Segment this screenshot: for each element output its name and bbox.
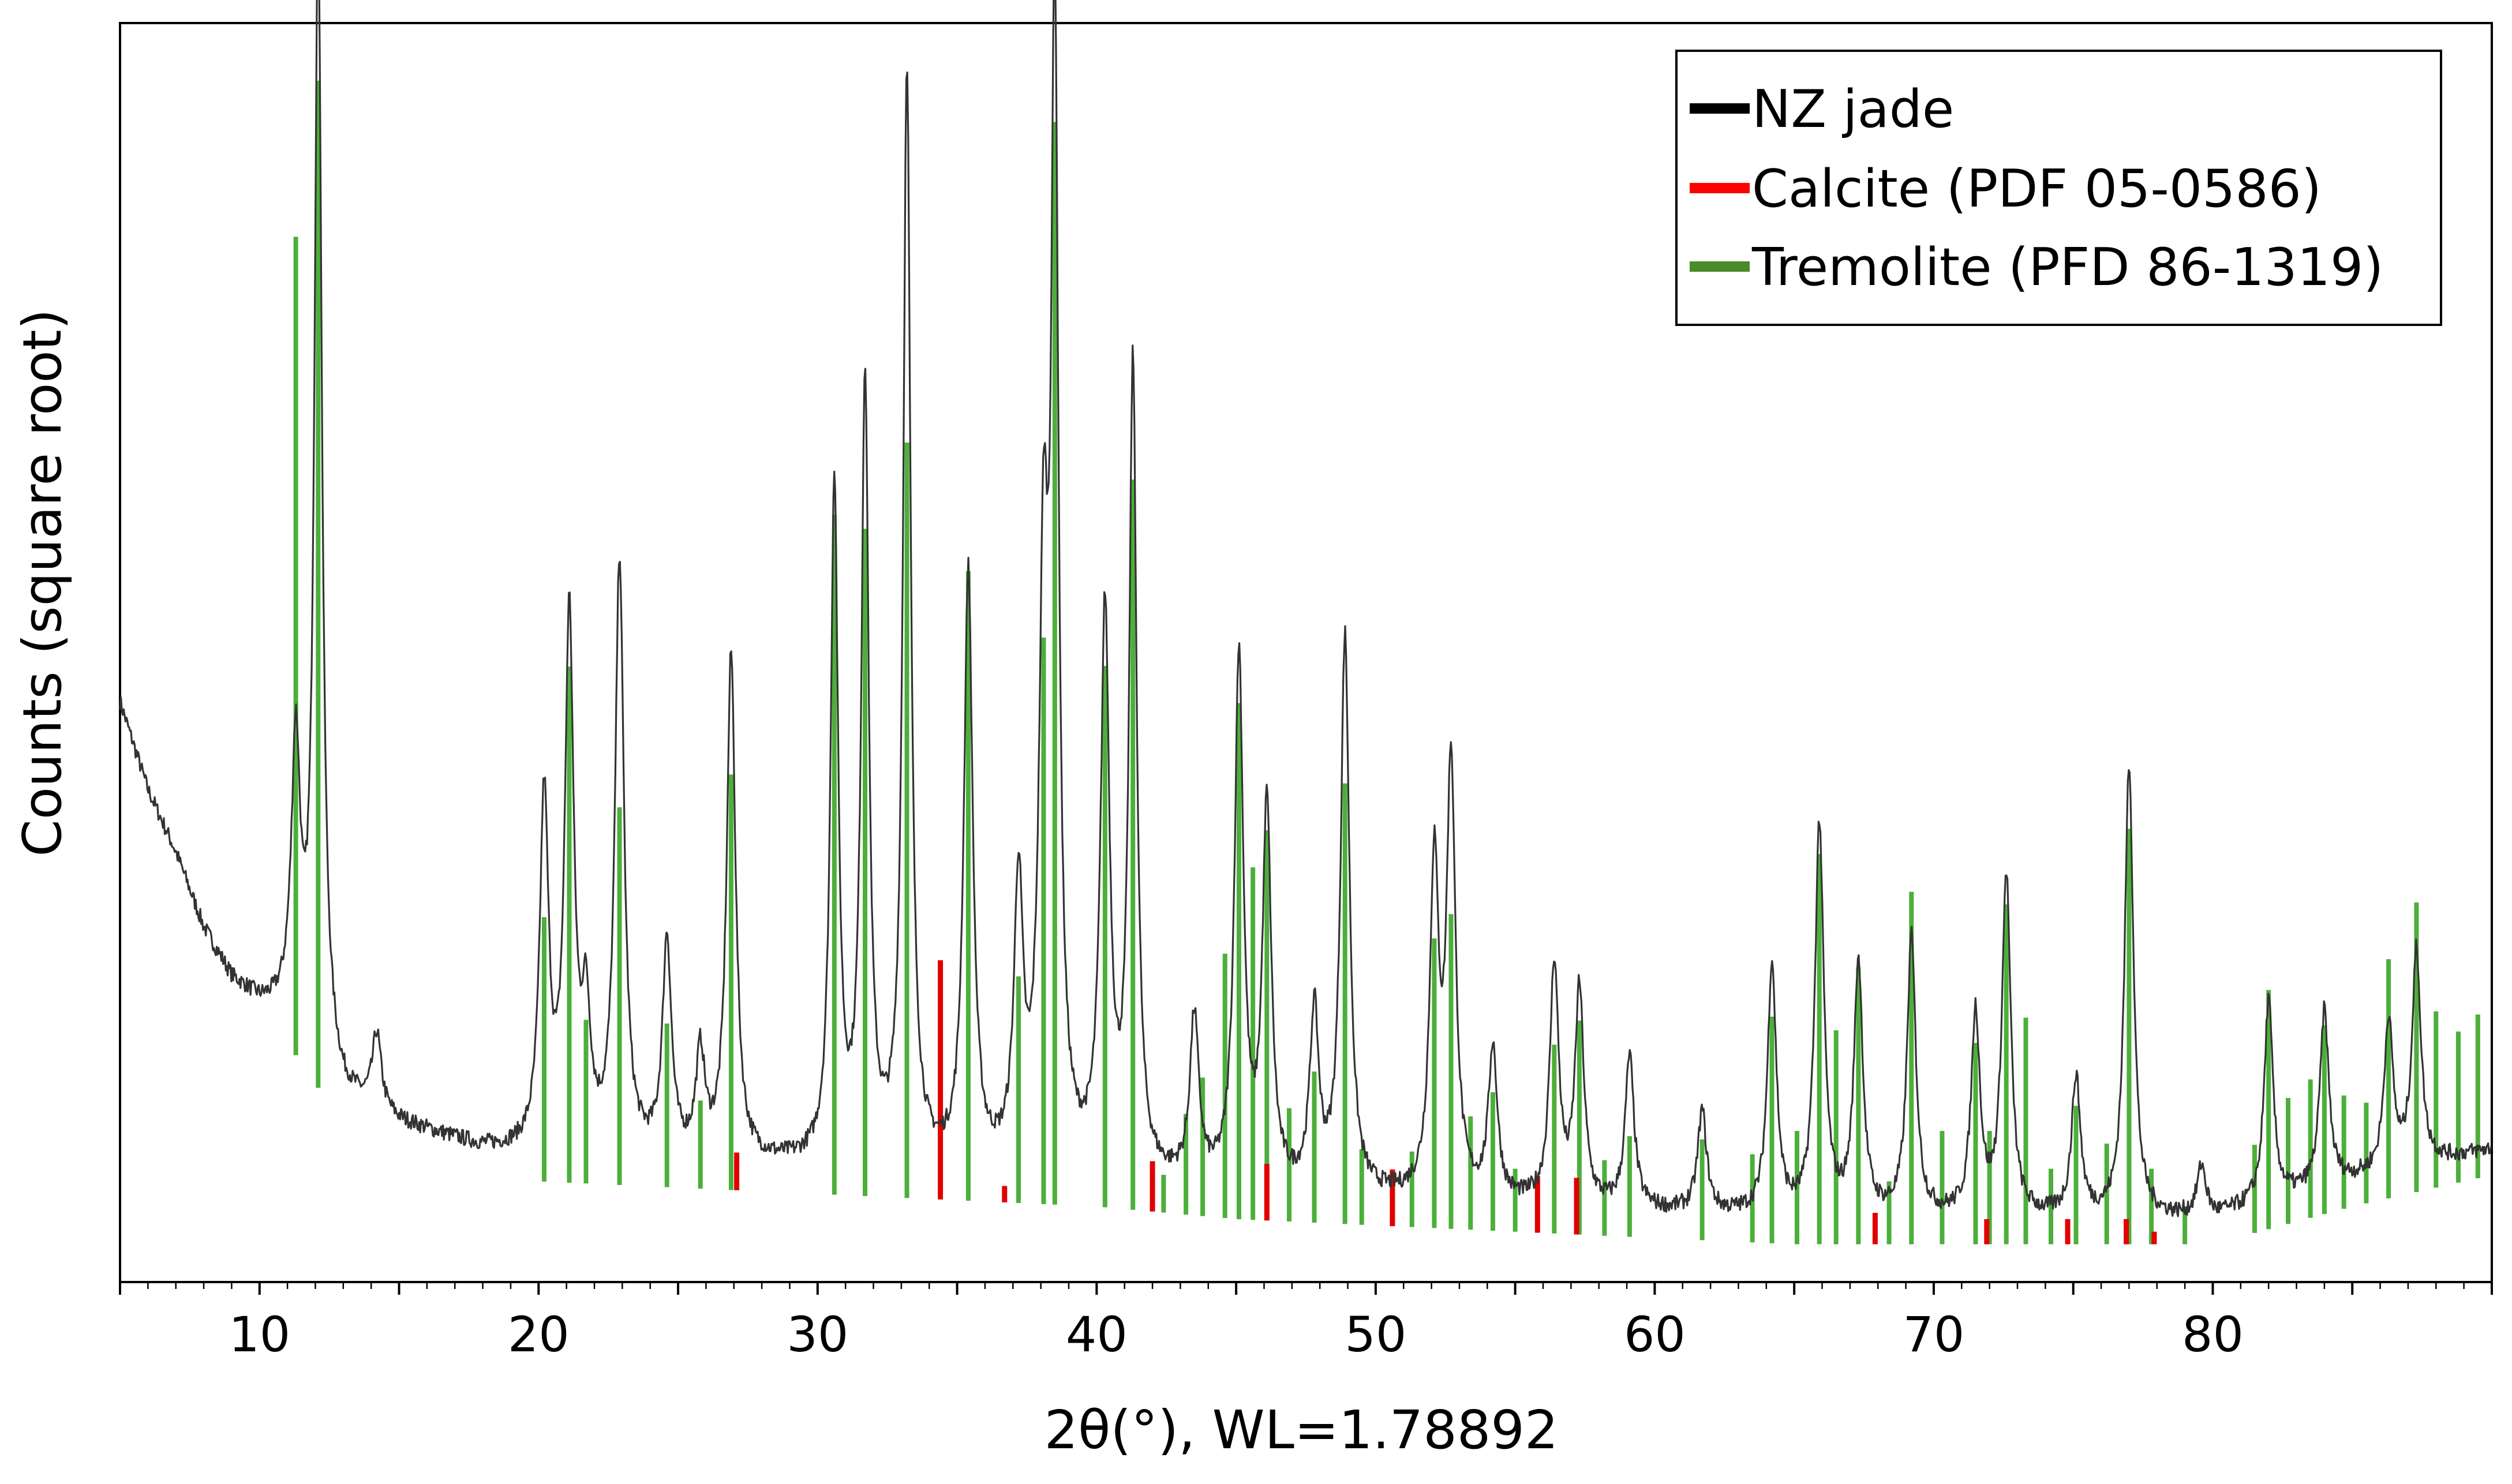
nz-jade-profile xyxy=(119,0,2492,1217)
x-tick-label: 30 xyxy=(787,1306,848,1363)
nz-jade-line xyxy=(119,0,2492,1217)
y-axis-title: Counts (square root) xyxy=(12,309,73,856)
calcite-sticks xyxy=(734,960,2157,1245)
legend-label-nz-jade: NZ jade xyxy=(1752,79,1954,140)
x-tick-label: 70 xyxy=(1903,1306,1964,1363)
x-axis: 10 20 30 40 50 60 70 80 xyxy=(119,1282,2493,1363)
tremolite-sticks xyxy=(293,80,2480,1245)
plot-border xyxy=(119,22,2493,1283)
legend-item-calcite: Calcite (PDF 05-0586) xyxy=(1690,159,2322,219)
x-tick-label: 60 xyxy=(1624,1306,1686,1363)
x-tick-label: 80 xyxy=(2182,1306,2244,1363)
plot-frame xyxy=(119,22,2493,1283)
x-tick-label: 50 xyxy=(1345,1306,1406,1363)
x-tick-label: 10 xyxy=(229,1306,290,1363)
legend-item-nz-jade: NZ jade xyxy=(1690,79,1954,140)
legend-box xyxy=(1675,50,2442,326)
legend-item-tremolite: Tremolite (PFD 86-1319) xyxy=(1690,237,2383,298)
x-tick-label: 20 xyxy=(508,1306,570,1363)
x-tick-label: 40 xyxy=(1066,1306,1128,1363)
x-axis-title: 2θ(°), WL=1.78892 xyxy=(1045,1399,1559,1461)
legend-label-tremolite: Tremolite (PFD 86-1319) xyxy=(1751,237,2383,298)
legend: NZ jade Calcite (PDF 05-0586) Tremolite … xyxy=(1675,50,2442,326)
legend-label-calcite: Calcite (PDF 05-0586) xyxy=(1752,159,2322,219)
